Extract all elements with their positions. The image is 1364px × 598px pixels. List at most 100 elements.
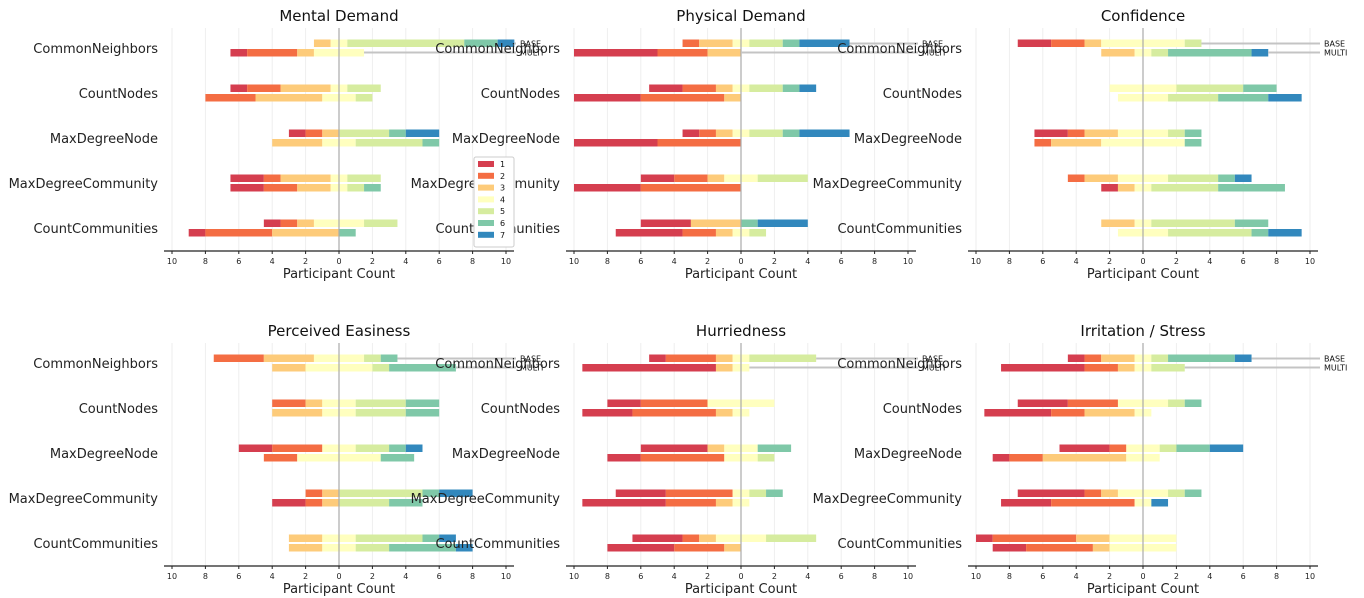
x-tick-label: 8 xyxy=(605,572,610,581)
x-tick-label: 2 xyxy=(705,257,710,266)
bar-maxdegreecommunity-multi-level-7 xyxy=(1151,499,1169,507)
bar-countcommunities-base-level-2 xyxy=(280,219,298,227)
bar-commonneighbors-base-level-5 xyxy=(749,354,817,362)
bar-commonneighbors-multi-level-3 xyxy=(715,364,733,372)
bar-maxdegreecommunity-base-level-2 xyxy=(1084,489,1102,497)
bar-maxdegreecommunity-multi-level-5 xyxy=(347,184,365,192)
category-label: CommonNeighbors xyxy=(33,357,158,372)
x-tick-label: 2 xyxy=(303,572,308,581)
bar-maxdegreecommunity-multi-level-3 xyxy=(1117,184,1135,192)
bar-countcommunities-multi-level-6 xyxy=(1251,229,1269,237)
x-tick-label: 6 xyxy=(839,257,844,266)
bar-countnodes-multi-level-6 xyxy=(405,409,440,417)
bar-maxdegreecommunity-base-level-5 xyxy=(1168,489,1185,497)
bar-countcommunities-multi-level-2 xyxy=(674,544,725,552)
category-label: MaxDegreeNode xyxy=(452,132,560,147)
bar-countcommunities-base-level-2 xyxy=(682,534,700,542)
category-label: CommonNeighbors xyxy=(33,42,158,57)
bar-commonneighbors-base-level-5 xyxy=(1184,39,1202,47)
x-tick-label: 6 xyxy=(437,257,442,266)
bar-countcommunities-base-level-1 xyxy=(640,219,691,227)
bar-countcommunities-multi-level-1 xyxy=(607,544,675,552)
x-tick-label: 6 xyxy=(437,572,442,581)
x-tick-label: 8 xyxy=(605,257,610,266)
bar-commonneighbors-base-level-2 xyxy=(665,354,716,362)
x-axis-label: Participant Count xyxy=(1087,582,1199,597)
bar-maxdegreecommunity-multi-level-1 xyxy=(574,184,641,192)
bar-maxdegreenode-base-level-5 xyxy=(1168,129,1185,137)
condition-label-base: BASE xyxy=(520,355,541,364)
bar-maxdegreecommunity-base-level-2 xyxy=(665,489,733,497)
x-tick-label: 4 xyxy=(1074,572,1079,581)
bar-countnodes-base-level-3 xyxy=(280,84,331,92)
x-tick-label: 0 xyxy=(336,572,341,581)
bar-countnodes-multi-level-3 xyxy=(724,94,741,102)
x-tick-label: 2 xyxy=(370,572,375,581)
legend-swatch-5 xyxy=(478,208,494,215)
bar-countnodes-multi-level-5 xyxy=(1168,94,1219,102)
legend-label-2: 2 xyxy=(500,172,505,181)
x-tick-label: 6 xyxy=(236,572,241,581)
bar-maxdegreecommunity-multi-level-3 xyxy=(322,499,339,507)
x-tick-label: 10 xyxy=(1305,572,1315,581)
bar-countnodes-base-level-2 xyxy=(1067,399,1118,407)
bar-maxdegreenode-base-level-3 xyxy=(322,129,339,137)
bar-countnodes-multi-level-1 xyxy=(574,94,641,102)
bar-maxdegreenode-base-level-6 xyxy=(782,129,800,137)
bar-countcommunities-base-level-3 xyxy=(690,219,741,227)
bar-maxdegreenode-multi-level-2 xyxy=(1009,454,1043,462)
bar-countcommunities-multi-level-5 xyxy=(355,544,390,552)
bar-maxdegreenode-base-level-1 xyxy=(238,444,273,452)
bar-countcommunities-multi-level-3 xyxy=(724,544,741,552)
x-axis-label: Participant Count xyxy=(685,582,797,597)
category-label: MaxDegreeNode xyxy=(854,132,962,147)
legend: 1 2 3 4 5 6 7 xyxy=(473,156,515,248)
bar-maxdegreenode-base-level-1 xyxy=(288,129,306,137)
bar-maxdegreecommunity-base-level-2 xyxy=(263,174,281,182)
bar-maxdegreenode-multi-level-1 xyxy=(574,139,658,147)
legend-label-5: 5 xyxy=(500,207,505,216)
bar-maxdegreenode-base-level-1 xyxy=(1059,444,1110,452)
bar-commonneighbors-base-level-2 xyxy=(682,39,700,47)
bar-maxdegreenode-base-level-7 xyxy=(1209,444,1244,452)
bar-countcommunities-base-level-5 xyxy=(364,219,398,227)
bar-maxdegreenode-base-level-2 xyxy=(699,129,716,137)
condition-label-multi: MULTI xyxy=(520,364,543,373)
bar-countnodes-base-level-6 xyxy=(782,84,800,92)
bar-maxdegreecommunity-base-level-3 xyxy=(280,174,331,182)
bar-maxdegreenode-multi-level-2 xyxy=(657,139,741,147)
bar-countnodes-base-level-5 xyxy=(347,84,381,92)
condition-label-base: BASE xyxy=(1324,40,1345,49)
legend-label-4: 4 xyxy=(500,195,505,204)
bar-maxdegreenode-base-level-2 xyxy=(1109,444,1127,452)
bar-countnodes-base-level-1 xyxy=(230,84,248,92)
condition-label-base: BASE xyxy=(922,40,943,49)
bar-maxdegreecommunity-base-level-3 xyxy=(707,174,725,182)
category-label: CountNodes xyxy=(79,87,159,102)
bar-maxdegreecommunity-multi-level-6 xyxy=(389,499,423,507)
legend-label-3: 3 xyxy=(500,184,505,193)
category-label: CountNodes xyxy=(481,87,561,102)
bar-commonneighbors-multi-level-1 xyxy=(582,364,716,372)
category-label: CommonNeighbors xyxy=(837,42,962,57)
bar-maxdegreenode-base-level-1 xyxy=(640,444,708,452)
x-tick-label: 10 xyxy=(501,257,511,266)
bar-countcommunities-multi-level-3 xyxy=(1092,544,1110,552)
panel-title: Hurriedness xyxy=(696,322,786,340)
bar-countnodes-base-level-7 xyxy=(799,84,817,92)
condition-label-base: BASE xyxy=(1324,355,1345,364)
category-label: CountCommunities xyxy=(435,537,560,552)
x-tick-label: 4 xyxy=(672,257,677,266)
x-tick-label: 2 xyxy=(1174,572,1179,581)
bar-commonneighbors-multi-level-2 xyxy=(657,49,708,57)
bar-countcommunities-base-level-6 xyxy=(741,219,758,227)
legend-swatch-3 xyxy=(478,184,494,191)
x-tick-label: 8 xyxy=(470,572,475,581)
bar-countnodes-base-level-2 xyxy=(272,399,306,407)
x-axis-label: Participant Count xyxy=(283,267,395,282)
bar-countnodes-multi-level-3 xyxy=(1084,409,1135,417)
bar-maxdegreenode-multi-level-3 xyxy=(1051,139,1102,147)
panel-title: Confidence xyxy=(1101,7,1185,25)
category-label: CountNodes xyxy=(883,402,963,417)
bar-maxdegreecommunity-multi-level-1 xyxy=(272,499,306,507)
